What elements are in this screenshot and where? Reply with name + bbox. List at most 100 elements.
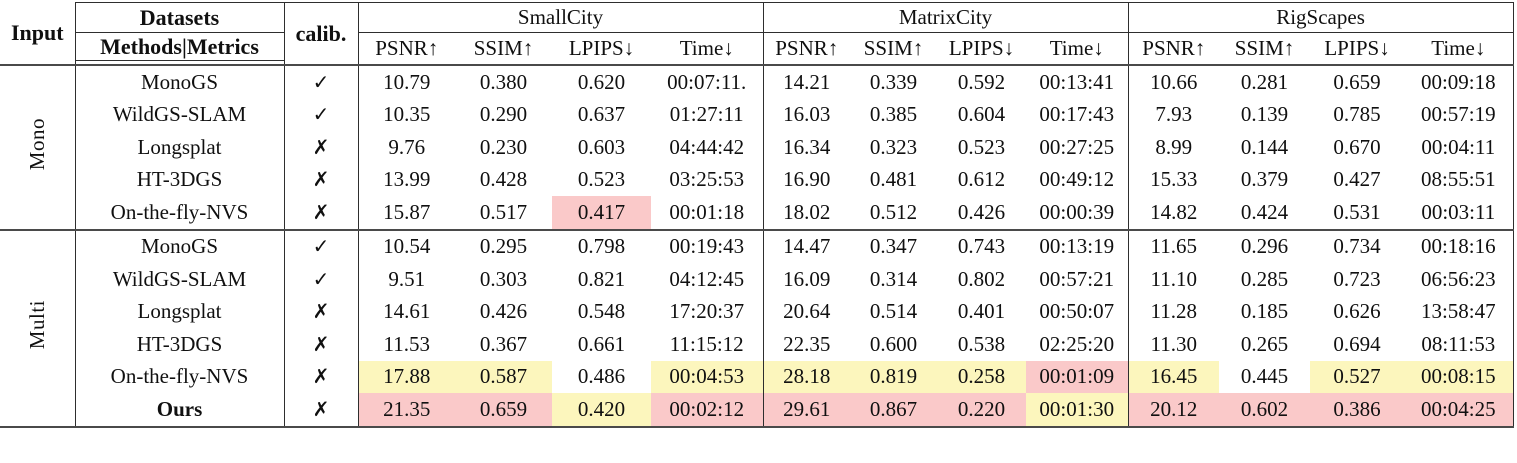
value-cell-best: 0.220 [937,393,1026,428]
value-cell: 0.620 [577,69,626,94]
value-cell: 20.64 [783,299,831,324]
method-cell: Longsplat [75,295,285,328]
metric-header-rigscapes-psnr: PSNR↑ [1128,32,1220,66]
value-cell-second-best: 0.819 [850,360,937,393]
value-cell: 0.323 [869,134,918,159]
calib-check-icon: ✓ [284,98,359,131]
value-cell: 00:01:18 [651,196,764,231]
method-cell: WildGS-SLAM [75,98,285,131]
value-cell: 0.531 [1310,196,1405,231]
value-cell: 0.426 [479,299,528,324]
value-cell: 0.144 [1240,134,1289,159]
table-row: HT-3DGS ✗ 13.99 0.428 0.523 03:25:53 16.90 0.48… [0,163,1514,196]
value-cell: 0.401 [957,299,1006,324]
value-cell-second-best: 00:01:30 [1026,393,1129,428]
calib-cross-icon: ✗ [284,393,359,428]
metric-header-matrixcity-lpips: LPIPS↓ [937,32,1026,66]
value-cell-best: 21.35 [358,393,455,428]
value-cell-best: 0.417 [552,196,651,231]
value-cell: 9.76 [388,134,426,159]
value-cell: 0.694 [1333,331,1381,356]
value-cell-best: 29.61 [763,393,850,428]
value-cell: 11.30 [1150,331,1198,356]
value-cell: 0.339 [869,69,918,94]
calib-cross-icon: ✗ [284,163,359,196]
value-cell: 15.87 [358,196,455,231]
metric-header-rigscapes-ssim: SSIM↑ [1219,32,1311,66]
value-cell: 0.514 [869,299,918,324]
value-cell: 0.604 [957,102,1006,127]
value-cell: 16.90 [783,167,831,192]
value-cell: 00:57:19 [1404,98,1514,131]
value-cell: 0.185 [1240,299,1289,324]
metric-header-smallcity-time: Time↓ [651,32,764,66]
value-cell: 0.426 [937,196,1026,231]
value-cell-second-best: 0.420 [552,393,651,428]
value-cell: 0.603 [577,134,626,159]
dataset-group-header-matrixcity: MatrixCity [763,2,1129,33]
value-cell: 0.548 [577,299,626,324]
calib-cross-icon: ✗ [284,328,359,361]
value-cell: 0.798 [577,234,626,259]
value-cell: 0.265 [1240,331,1289,356]
table-row: Mono MonoGS ✓ 10.79 0.380 0.620 00:07:11. 14.21… [0,65,1514,231]
table-row: HT-3DGS ✗ 11.53 0.367 0.661 11:15:12 22.35 0.60… [0,328,1514,361]
value-cell: 0.821 [577,266,626,291]
value-cell: 0.512 [850,196,937,231]
value-cell: 0.743 [957,234,1006,259]
value-cell: 00:57:21 [1026,263,1129,296]
value-cell: 0.523 [957,134,1006,159]
value-cell: 11.65 [1150,234,1198,259]
input-type-cell: Multi [0,229,76,428]
value-cell: 0.428 [479,167,528,192]
value-cell: 9.51 [388,266,426,291]
metric-header-smallcity-psnr: PSNR↑ [358,32,455,66]
value-cell: 0.230 [479,134,528,159]
table-row: Longsplat ✗ 14.61 0.426 0.548 17:20:37 20.64 0.… [0,295,1514,328]
value-cell: 13.99 [383,167,431,192]
value-cell: 00:03:11 [1404,196,1514,231]
value-cell-second-best: 00:04:53 [651,360,764,393]
value-cell: 0.295 [479,234,528,259]
value-cell: 14.82 [1128,196,1220,231]
value-cell: 0.661 [577,331,626,356]
value-cell: 0.670 [1333,134,1381,159]
metric-header-matrixcity-psnr: PSNR↑ [763,32,850,66]
method-cell: Ours [75,393,285,428]
metric-header-smallcity-lpips: LPIPS↓ [552,32,651,66]
table-row: On-the-fly-NVS ✗ 15.87 0.517 0.417 00:01:18 18… [0,196,1514,231]
input-type-label-mono: Mono [24,118,49,171]
value-cell: 0.734 [1333,234,1381,259]
table-row: WildGS-SLAM ✓ 10.35 0.290 0.637 01:27:11 16.03… [0,98,1514,131]
value-cell: 16.34 [783,134,831,159]
table-row: WildGS-SLAM ✓ 9.51 0.303 0.821 04:12:45 16.09 0… [0,263,1514,296]
method-cell: Longsplat [75,131,285,164]
calib-check-icon: ✓ [284,65,359,99]
value-cell: 00:49:12 [1026,163,1129,196]
value-cell: 16.09 [783,266,831,291]
results-table: Input Datasets calib. SmallCity MatrixCity Ri… [0,2,1514,428]
value-cell: 00:17:43 [1026,98,1129,131]
value-cell: 00:13:41 [1026,65,1129,99]
value-cell: 0.290 [479,102,528,127]
method-cell: WildGS-SLAM [75,263,285,296]
calib-cross-icon: ✗ [284,295,359,328]
value-cell: 0.314 [869,266,918,291]
value-cell: 0.424 [1219,196,1311,231]
section-multi: Multi MonoGS ✓ 10.54 0.295 0.798 00:19:43 14.47… [0,229,1514,428]
value-cell: 0.379 [1240,167,1289,192]
value-cell: 8.99 [1155,134,1193,159]
value-cell: 11.53 [383,331,430,356]
value-cell: 10.54 [383,234,431,259]
calib-check-icon: ✓ [284,229,359,263]
value-cell: 0.637 [577,102,626,127]
table-row: On-the-fly-NVS ✗ 17.88 0.587 0.486 00:04:53 28… [0,360,1514,393]
value-cell-second-best: 0.587 [455,360,552,393]
value-cell: 0.285 [1240,266,1289,291]
value-cell: 00:04:11 [1404,131,1514,164]
value-cell: 0.659 [1333,69,1381,94]
value-cell: 0.517 [455,196,552,231]
table-row: Multi MonoGS ✓ 10.54 0.295 0.798 00:19:43 14.47… [0,229,1514,428]
value-cell-second-best: 0.258 [937,360,1026,393]
value-cell: 14.47 [783,234,831,259]
